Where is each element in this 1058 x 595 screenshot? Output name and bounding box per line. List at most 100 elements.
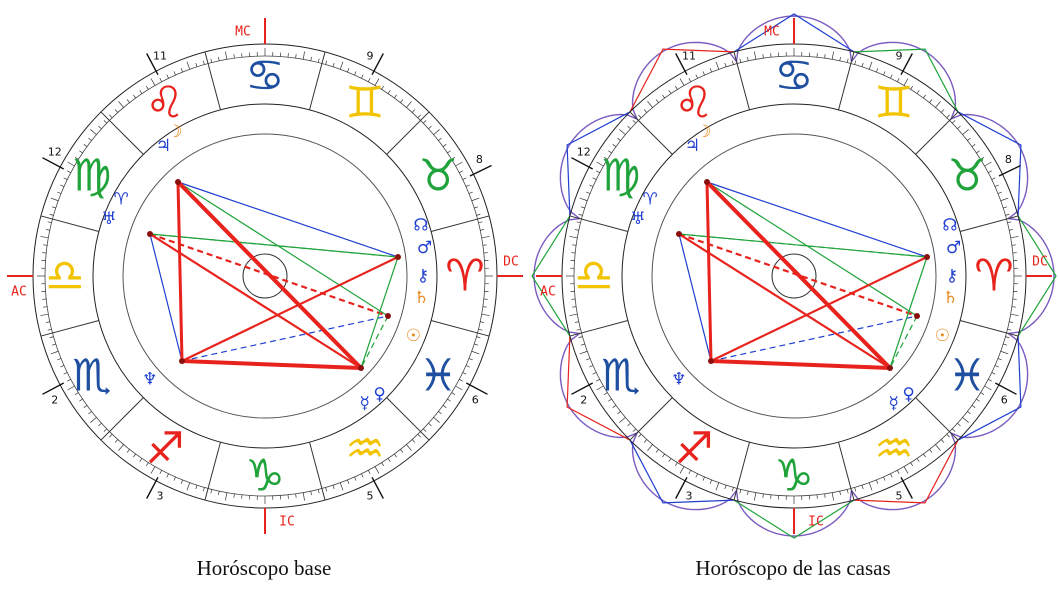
degree-tick	[962, 417, 969, 423]
aspect-point	[147, 231, 153, 237]
degree-tick	[367, 78, 371, 82]
sign-boundary	[838, 51, 855, 110]
degree-tick	[442, 405, 447, 408]
degree-tick	[67, 161, 75, 167]
degree-tick	[367, 470, 371, 474]
planet-mars-icon: ♂	[946, 238, 961, 258]
sign-capricorn-icon: ♑	[245, 451, 284, 502]
house-lune-segment	[629, 48, 734, 113]
house-cusp-tick	[469, 164, 492, 177]
degree-tick	[952, 428, 956, 432]
degree-tick	[67, 170, 71, 174]
sign-virgo-icon: ♍	[601, 151, 640, 202]
sign-boundary	[733, 51, 750, 110]
degree-tick	[79, 398, 83, 402]
degree-tick	[468, 191, 473, 194]
mc-label: MC	[764, 25, 780, 40]
degree-tick	[438, 137, 442, 141]
degree-tick	[40, 313, 49, 316]
degree-tick	[619, 129, 626, 135]
degree-tick	[433, 417, 440, 423]
degree-tick	[1005, 213, 1010, 216]
house-cusp-tick	[998, 164, 1021, 177]
degree-tick	[608, 398, 612, 402]
degree-tick	[474, 206, 479, 209]
sign-boundary	[733, 442, 750, 501]
house-number-5: 5	[896, 490, 903, 503]
sign-boundary	[386, 397, 430, 441]
degree-tick	[702, 476, 705, 481]
degree-tick	[655, 99, 659, 103]
house-cusp-tick	[900, 53, 913, 76]
degree-tick	[854, 60, 857, 65]
sign-scorpio-icon: ♏	[72, 351, 111, 402]
degree-tick	[679, 78, 685, 86]
degree-tick	[632, 120, 636, 124]
degree-tick	[47, 221, 52, 224]
degree-tick	[647, 101, 653, 108]
degree-tick	[903, 466, 909, 474]
degree-tick	[747, 56, 749, 61]
house-lune-segment	[1017, 215, 1057, 337]
aspect-point	[175, 179, 181, 185]
degree-tick	[332, 485, 335, 490]
aspect-circle	[122, 133, 408, 419]
planet-moon-icon: ☽	[167, 122, 182, 142]
planet-jupiter-icon: ♃	[685, 136, 700, 156]
house-number-8: 8	[476, 153, 483, 166]
degree-tick	[994, 184, 999, 187]
house-cusp-tick	[371, 53, 384, 76]
degree-tick	[218, 56, 220, 61]
sign-libra-icon: ♎	[45, 251, 84, 302]
degree-tick	[98, 422, 102, 427]
degree-tick	[325, 487, 328, 492]
degree-tick	[302, 51, 305, 60]
degree-tick	[1005, 336, 1010, 339]
degree-tick	[580, 206, 585, 209]
degree-tick	[747, 491, 749, 496]
house-cusp-tick	[42, 382, 65, 395]
degree-tick	[474, 343, 479, 346]
degree-tick	[225, 492, 228, 501]
degree-tick	[74, 392, 79, 395]
sign-sagittarius-icon: ♐	[674, 424, 713, 475]
degree-tick	[967, 137, 971, 141]
degree-tick	[739, 58, 742, 63]
degree-tick	[861, 485, 864, 490]
degree-tick	[180, 68, 183, 73]
degree-tick	[447, 398, 451, 402]
degree-tick	[50, 350, 59, 355]
degree-tick	[411, 109, 416, 113]
house-lune-segment	[566, 336, 631, 441]
degree-tick	[1007, 221, 1012, 224]
degree-tick	[394, 453, 397, 458]
degree-tick	[603, 157, 608, 160]
aspect-point	[395, 254, 401, 260]
degree-tick	[210, 489, 213, 494]
degree-tick	[854, 487, 857, 492]
degree-tick	[79, 150, 83, 154]
degree-tick	[940, 439, 945, 443]
sign-boundary	[960, 215, 1019, 232]
sign-scorpio-icon: ♏	[601, 351, 640, 402]
degree-tick	[118, 101, 124, 108]
sign-boundary	[431, 215, 490, 232]
degree-tick	[45, 321, 50, 323]
degree-tick	[438, 411, 442, 415]
aspect-line-green	[706, 181, 918, 317]
degree-tick	[166, 74, 169, 79]
degree-tick	[903, 78, 909, 86]
degree-tick	[754, 492, 757, 501]
sign-boundary	[40, 320, 99, 337]
degree-tick	[417, 114, 421, 118]
degree-tick	[455, 161, 463, 167]
house-cusp-tick	[42, 157, 65, 170]
degree-tick	[846, 58, 849, 63]
house-lune-segment	[629, 439, 734, 504]
planet-mars-icon: ♂	[417, 238, 432, 258]
house-cusp-tick	[675, 476, 688, 499]
degree-tick	[49, 336, 54, 339]
degree-tick	[715, 61, 720, 70]
degree-tick	[994, 365, 999, 368]
degree-tick	[40, 236, 49, 239]
